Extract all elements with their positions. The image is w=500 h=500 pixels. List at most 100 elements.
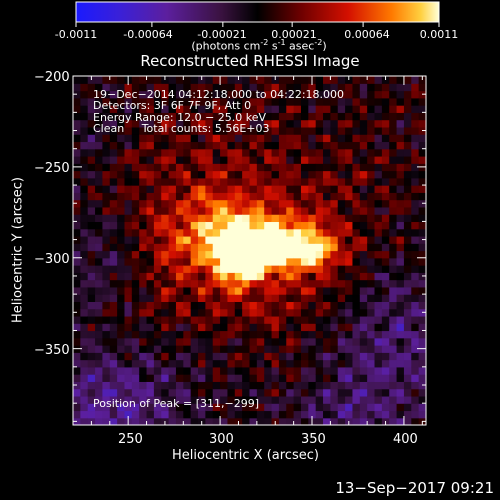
heatmap-cell xyxy=(359,163,368,172)
heatmap-cell xyxy=(234,119,243,128)
heatmap-cell xyxy=(183,192,192,201)
heatmap-cell xyxy=(190,250,199,259)
heatmap-cell xyxy=(389,337,398,346)
heatmap-cell xyxy=(345,185,354,193)
heatmap-cell xyxy=(73,388,81,397)
heatmap-cell xyxy=(345,221,354,230)
heatmap-cell xyxy=(308,366,317,375)
heatmap-cell xyxy=(220,388,229,397)
heatmap-cell xyxy=(153,352,162,361)
heatmap-cell xyxy=(403,395,412,404)
heatmap-cell xyxy=(418,294,426,302)
heatmap-cell xyxy=(308,286,317,295)
heatmap-cell xyxy=(139,272,148,281)
heatmap-cell xyxy=(102,403,111,412)
heatmap-cell xyxy=(205,170,214,179)
heatmap-cell xyxy=(183,214,192,223)
heatmap-cell xyxy=(271,243,280,252)
heatmap-cell xyxy=(95,359,104,368)
heatmap-cell xyxy=(337,148,346,157)
heatmap-cell xyxy=(205,214,214,223)
heatmap-cell xyxy=(80,97,89,106)
heatmap-cell xyxy=(139,388,148,397)
heatmap-cell xyxy=(330,265,339,273)
heatmap-cell xyxy=(109,330,118,339)
heatmap-cell xyxy=(359,112,368,121)
heatmap-cell xyxy=(256,374,265,382)
heatmap-cell xyxy=(242,257,251,266)
heatmap-cell xyxy=(190,185,199,193)
heatmap-cell xyxy=(220,243,229,252)
heatmap-cell xyxy=(212,221,221,230)
heatmap-cell xyxy=(271,126,280,135)
heatmap-cell xyxy=(183,76,192,84)
heatmap-cell xyxy=(264,177,273,186)
heatmap-cell xyxy=(117,395,126,404)
heatmap-cell xyxy=(242,417,251,425)
heatmap-cell xyxy=(411,235,420,244)
heatmap-cell xyxy=(109,272,118,281)
heatmap-cell xyxy=(102,192,111,201)
heatmap-cell xyxy=(286,141,295,150)
heatmap-cell xyxy=(146,417,155,425)
heatmap-cell xyxy=(87,374,96,382)
heatmap-cell xyxy=(198,315,206,324)
heatmap-cell xyxy=(396,105,405,113)
heatmap-cell xyxy=(190,228,199,237)
heatmap-cell xyxy=(300,155,309,164)
heatmap-cell xyxy=(117,155,126,164)
heatmap-cell xyxy=(396,163,405,172)
heatmap-cell xyxy=(161,221,170,230)
heatmap-cell xyxy=(87,228,96,237)
heatmap-cell xyxy=(403,170,412,179)
heatmap-cell xyxy=(161,345,170,353)
heatmap-cell xyxy=(249,286,258,295)
heatmap-cell xyxy=(411,192,420,201)
heatmap-cell xyxy=(256,315,265,324)
heatmap-cell xyxy=(249,294,258,302)
heatmap-cell xyxy=(286,294,295,302)
heatmap-cell xyxy=(286,228,295,237)
heatmap-cell xyxy=(359,403,368,412)
heatmap-cell xyxy=(175,410,184,419)
heatmap-cell xyxy=(234,381,243,390)
heatmap-cell xyxy=(80,119,89,128)
heatmap-cell xyxy=(352,330,361,339)
heatmap-cell xyxy=(374,323,383,332)
heatmap-cell xyxy=(389,76,398,84)
heatmap-cell xyxy=(95,185,104,193)
heatmap-cell xyxy=(95,315,104,324)
heatmap-cell xyxy=(153,76,162,84)
heatmap-cell xyxy=(168,126,177,135)
heatmap-cell xyxy=(374,410,383,419)
heatmap-cell xyxy=(117,235,126,244)
heatmap-cell xyxy=(109,381,118,390)
heatmap-cell xyxy=(220,410,229,419)
heatmap-cell xyxy=(345,388,354,397)
annotation-time: 19−Dec−2014 04:12:18.000 to 04:22:18.000 xyxy=(93,88,345,101)
heatmap-cell xyxy=(286,97,295,106)
heatmap-cell xyxy=(374,403,383,412)
heatmap-cell xyxy=(242,410,251,419)
heatmap-cell xyxy=(205,323,214,332)
heatmap-cell xyxy=(411,345,420,353)
heatmap-cell xyxy=(411,323,420,332)
heatmap-cell xyxy=(278,294,287,302)
heatmap-cell xyxy=(249,410,258,419)
heatmap-cell xyxy=(153,170,162,179)
heatmap-cell xyxy=(212,279,221,288)
heatmap-cell xyxy=(234,395,243,404)
heatmap-cell xyxy=(227,235,236,244)
heatmap-cell xyxy=(330,177,339,186)
heatmap-cell xyxy=(403,214,412,223)
heatmap-cell xyxy=(73,301,81,310)
y-tick-label: −300 xyxy=(34,252,70,267)
heatmap-cell xyxy=(175,381,184,390)
heatmap-cell xyxy=(337,294,346,302)
heatmap-cell xyxy=(124,192,133,201)
heatmap-cell xyxy=(249,119,258,128)
heatmap-cell xyxy=(80,192,89,201)
heatmap-cell xyxy=(256,235,265,244)
heatmap-cell xyxy=(102,134,111,143)
heatmap-cell xyxy=(190,403,199,412)
